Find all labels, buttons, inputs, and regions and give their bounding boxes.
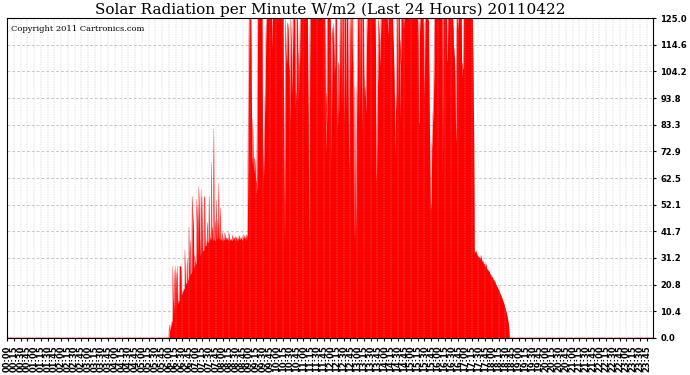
Title: Solar Radiation per Minute W/m2 (Last 24 Hours) 20110422: Solar Radiation per Minute W/m2 (Last 24… bbox=[95, 3, 565, 17]
Text: Copyright 2011 Cartronics.com: Copyright 2011 Cartronics.com bbox=[10, 25, 144, 33]
